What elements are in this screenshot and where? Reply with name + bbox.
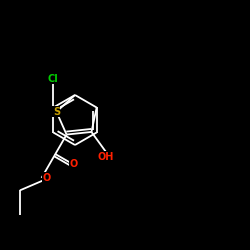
Text: O: O <box>43 173 51 183</box>
Text: OH: OH <box>98 152 114 162</box>
Text: O: O <box>70 159 78 169</box>
Text: Cl: Cl <box>48 74 59 84</box>
Text: S: S <box>53 107 60 117</box>
